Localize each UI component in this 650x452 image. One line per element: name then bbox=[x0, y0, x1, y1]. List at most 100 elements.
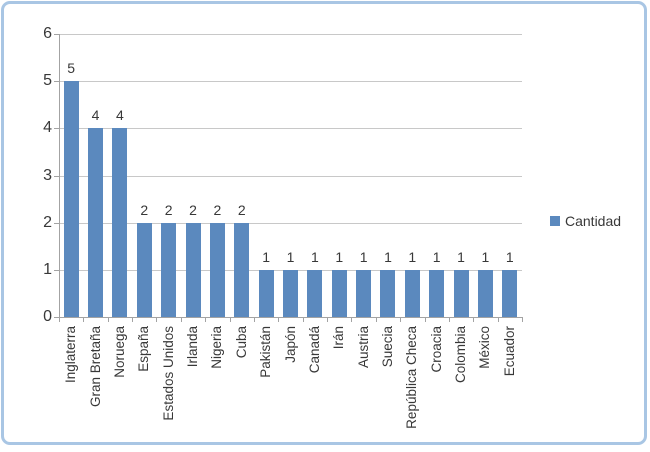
bar bbox=[331, 269, 347, 317]
y-axis-tick bbox=[54, 317, 59, 318]
y-axis-line bbox=[59, 34, 60, 317]
y-axis-tick-label: 1 bbox=[43, 260, 52, 278]
y-axis-tick-label: 6 bbox=[43, 25, 52, 42]
bar-data-label: 4 bbox=[91, 107, 100, 124]
x-axis-category-label: Colombia bbox=[453, 326, 469, 384]
bar-data-label: 5 bbox=[67, 60, 76, 77]
bar bbox=[88, 128, 104, 317]
y-axis-tick bbox=[54, 128, 59, 130]
x-axis-category-label: Canadá bbox=[306, 326, 322, 374]
y-axis-tick-label: 5 bbox=[43, 72, 52, 90]
bar bbox=[258, 269, 274, 317]
x-axis-category-label: México bbox=[477, 326, 493, 369]
bar bbox=[502, 269, 518, 317]
x-axis-category-label: España bbox=[136, 326, 152, 372]
y-axis-tick-label: 4 bbox=[43, 119, 52, 137]
x-axis-category-label: Croacia bbox=[428, 326, 444, 373]
x-axis-category-label: Suecia bbox=[379, 326, 395, 368]
x-axis-tick bbox=[375, 318, 377, 322]
x-axis-category-label: Irlanda bbox=[185, 326, 201, 368]
gridline bbox=[59, 128, 522, 130]
bar bbox=[234, 222, 250, 317]
x-axis-tick bbox=[59, 318, 60, 322]
bar bbox=[356, 269, 372, 317]
bar-data-label: 1 bbox=[310, 248, 319, 265]
x-axis-tick bbox=[522, 318, 523, 322]
bar-data-label: 1 bbox=[457, 248, 465, 265]
bar-data-label: 1 bbox=[359, 248, 368, 265]
x-axis-tick bbox=[302, 318, 304, 322]
x-axis-line bbox=[59, 317, 523, 318]
photo-frame: 0 1 2 3 4 5 6 5 Inglaterra 4 Gran Bretaña 4 Noruega 2… bbox=[1, 1, 647, 445]
x-axis-tick bbox=[400, 318, 402, 322]
x-axis-category-label: Pakistán bbox=[258, 326, 274, 378]
y-axis-tick bbox=[54, 269, 59, 271]
x-axis-category-label: Japón bbox=[282, 326, 298, 363]
bar bbox=[209, 222, 225, 317]
bar-data-label: 1 bbox=[384, 248, 392, 265]
x-axis-category-label: Nigeria bbox=[209, 326, 225, 369]
bar bbox=[404, 269, 420, 317]
bar-data-label: 1 bbox=[335, 248, 344, 265]
bar bbox=[477, 269, 493, 317]
legend-swatch-icon bbox=[550, 216, 560, 226]
x-axis-tick bbox=[132, 318, 134, 322]
bar bbox=[453, 269, 469, 317]
bar bbox=[112, 128, 128, 317]
bar bbox=[161, 222, 177, 317]
legend: Cantidad bbox=[550, 213, 621, 229]
bar-data-label: 1 bbox=[262, 248, 271, 265]
x-axis-category-label: Gran Bretaña bbox=[87, 326, 103, 408]
bar-data-label: 2 bbox=[164, 201, 173, 218]
y-axis-tick-label: 0 bbox=[43, 308, 52, 325]
x-axis-category-label: Inglaterra bbox=[63, 326, 79, 384]
y-axis-tick-label: 3 bbox=[43, 166, 52, 184]
x-axis-tick bbox=[229, 318, 231, 322]
x-axis-category-label: Austria bbox=[355, 326, 371, 369]
y-axis-tick bbox=[54, 34, 59, 35]
x-axis-tick bbox=[351, 318, 353, 322]
x-axis-category-label: Cuba bbox=[233, 326, 249, 359]
x-axis-tick bbox=[253, 318, 255, 322]
bar-data-label: 2 bbox=[140, 201, 149, 218]
x-axis-tick bbox=[497, 318, 499, 322]
x-axis-category-label: Noruega bbox=[111, 326, 127, 378]
x-axis-tick bbox=[205, 318, 207, 322]
bar bbox=[307, 269, 323, 317]
x-axis-tick bbox=[278, 318, 280, 322]
x-axis-tick bbox=[448, 318, 450, 322]
y-axis-tick bbox=[54, 81, 59, 83]
bar-data-label: 1 bbox=[408, 248, 417, 265]
bar bbox=[63, 81, 79, 317]
gridline bbox=[59, 34, 522, 35]
x-axis-category-label: Irán bbox=[331, 326, 347, 350]
bar-data-label: 2 bbox=[189, 201, 197, 218]
bar bbox=[429, 269, 445, 317]
x-axis-category-label: República Checa bbox=[404, 326, 420, 429]
bar-data-label: 1 bbox=[505, 248, 514, 265]
bar-chart: 0 1 2 3 4 5 6 5 Inglaterra 4 Gran Bretaña 4 Noruega 2… bbox=[4, 4, 650, 452]
bar-data-label: 1 bbox=[432, 248, 441, 265]
bar bbox=[185, 222, 201, 317]
x-axis-tick bbox=[107, 318, 109, 322]
bar bbox=[380, 269, 396, 317]
gridline bbox=[59, 222, 522, 224]
x-axis-tick bbox=[424, 318, 426, 322]
x-axis-tick bbox=[327, 318, 329, 322]
x-axis-category-label: Ecuador bbox=[501, 326, 517, 377]
gridline bbox=[59, 81, 522, 83]
x-axis-tick bbox=[473, 318, 475, 322]
bar-data-label: 1 bbox=[481, 248, 490, 265]
bar bbox=[136, 222, 152, 317]
gridline bbox=[59, 175, 522, 177]
bar-data-label: 1 bbox=[286, 248, 295, 265]
x-axis-category-label: Estados Unidos bbox=[160, 326, 176, 421]
x-axis-tick bbox=[156, 318, 158, 322]
x-axis-tick bbox=[180, 318, 182, 322]
bar bbox=[283, 269, 298, 317]
y-axis-tick-label: 2 bbox=[43, 213, 52, 231]
y-axis-tick bbox=[54, 175, 59, 177]
legend-label: Cantidad bbox=[565, 213, 622, 229]
bar-data-label: 2 bbox=[237, 201, 246, 218]
bar-data-label: 4 bbox=[116, 107, 124, 124]
